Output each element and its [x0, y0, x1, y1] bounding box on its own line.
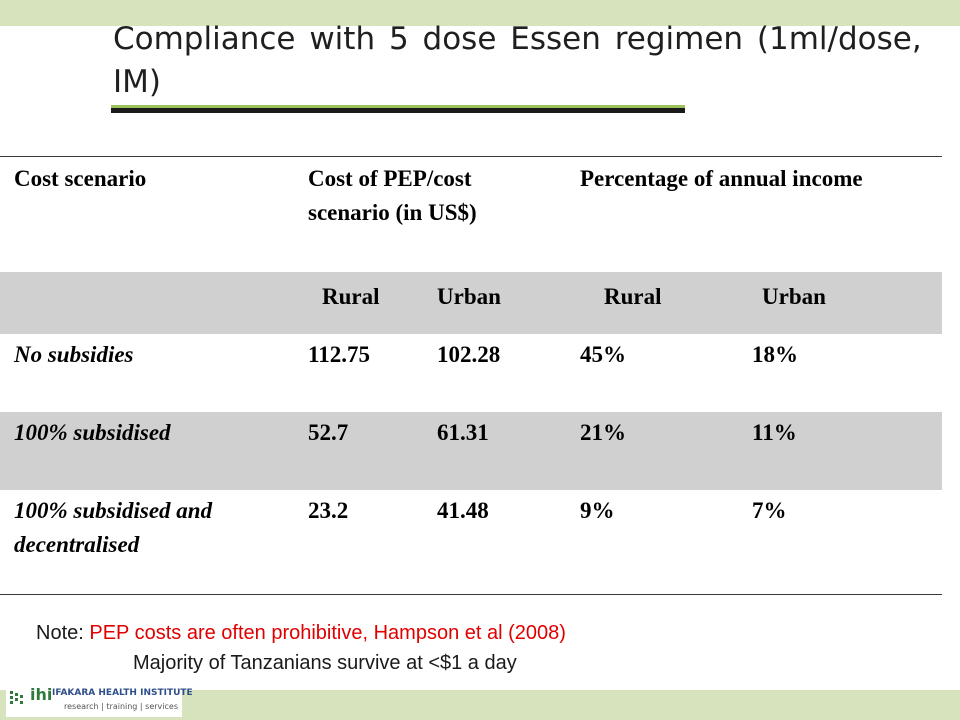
table-row: No subsidies 112.75 102.28 45% 18% [0, 334, 942, 412]
row-pct-urban: 7% [752, 498, 787, 523]
subheader-pct-rural: Rural [604, 284, 662, 309]
row-pct-urban: 11% [752, 420, 797, 445]
note-label: Note: [36, 622, 84, 644]
table-row: 100% subsidised and decentralised 23.2 4… [0, 490, 942, 594]
slide-title: Compliance with 5 dose Essen regimen (1m… [113, 21, 922, 100]
note-second-line: Majority of Tanzanians survive at <$1 a … [133, 652, 517, 674]
row-scenario-label: No subsidies [14, 342, 134, 367]
row-cost-urban: 102.28 [437, 342, 501, 367]
row-cost-urban: 61.31 [437, 420, 489, 445]
logo-name: IFAKARA HEALTH INSTITUTE [52, 688, 193, 698]
table-header-row: Cost scenario Cost of PEP/cost scenario … [0, 157, 942, 273]
header-percentage-income: Percentage of annual income [580, 166, 863, 191]
ifakara-logo: ihi IFAKARA HEALTH INSTITUTE research | … [6, 683, 193, 717]
subheader-cost-urban: Urban [437, 284, 501, 309]
table-top-rule [0, 156, 942, 157]
logo-tagline: research | training | services [64, 702, 178, 711]
row-pct-rural: 21% [580, 420, 626, 445]
subheader-pct-urban: Urban [762, 284, 826, 309]
row-cost-rural: 52.7 [308, 420, 349, 445]
table-subheader-row: Rural Urban Rural Urban [0, 272, 942, 334]
header-cost-of-pep: Cost of PEP/cost scenario (in US$) [308, 166, 477, 225]
row-pct-rural: 45% [580, 342, 626, 367]
table-bottom-rule [0, 594, 942, 595]
row-cost-urban: 41.48 [437, 498, 489, 523]
row-pct-rural: 9% [580, 498, 615, 523]
note: Note: PEP costs are often prohibitive, H… [36, 618, 566, 648]
logo-letters: ihi [30, 685, 53, 704]
logo-mark-icon [10, 691, 23, 704]
title-underline-accent [111, 105, 685, 108]
row-cost-rural: 112.75 [308, 342, 370, 367]
row-cost-rural: 23.2 [308, 498, 349, 523]
top-accent-band [0, 0, 960, 26]
row-pct-urban: 18% [752, 342, 798, 367]
title-underline [111, 108, 685, 113]
header-cost-scenario: Cost scenario [14, 166, 147, 191]
row-scenario-label: 100% subsidised [14, 420, 171, 445]
subheader-cost-rural: Rural [322, 284, 380, 309]
table-row: 100% subsidised 52.7 61.31 21% 11% [0, 412, 942, 490]
note-red-text: PEP costs are often prohibitive, Hampson… [89, 622, 566, 644]
row-scenario-label: 100% subsidised and decentralised [14, 498, 213, 557]
